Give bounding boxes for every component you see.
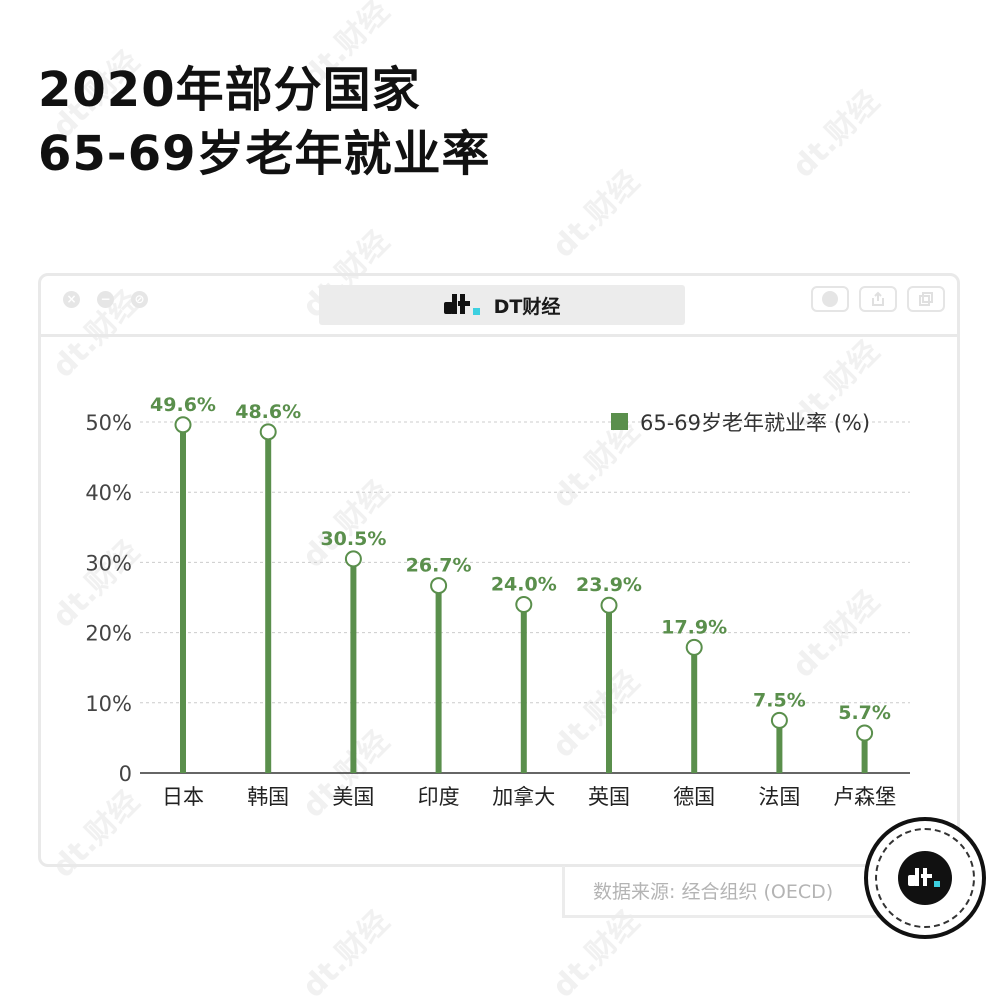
chart-area: 0 10% 20% 30% 40% 50% 49.6% 日本 48.6% 韩国 30.5% 美国 26…	[85, 394, 910, 809]
data-label: 5.7%	[838, 702, 891, 724]
bar-marker	[685, 638, 703, 656]
bar-marker	[600, 596, 618, 614]
data-label: 26.7%	[406, 555, 472, 577]
x-tick-label: 法国	[758, 785, 800, 809]
page-title: 2020年部分国家 65-69岁老年就业率	[38, 58, 491, 186]
bar-marker	[174, 416, 192, 434]
bar-marker	[770, 711, 788, 729]
bar-marker	[430, 577, 448, 595]
address-text: DT财经	[493, 295, 561, 318]
copy-icon[interactable]	[907, 286, 945, 312]
browser-window-frame: × − ⊘ DT财经	[38, 273, 960, 867]
legend-label: 65-69岁老年就业率 (%)	[640, 411, 870, 435]
x-tick-label: 加拿大	[492, 785, 555, 809]
data-label: 7.5%	[753, 689, 806, 711]
y-tick-label: 50%	[85, 411, 132, 435]
data-label: 30.5%	[320, 528, 386, 550]
window-titlebar: × − ⊘ DT财经	[41, 276, 957, 337]
axes: 0 10% 20% 30% 40% 50%	[85, 411, 910, 786]
close-icon[interactable]: ×	[63, 291, 80, 308]
source-note: 数据来源: 经合组织 (OECD)	[562, 866, 892, 918]
data-label: 49.6%	[150, 394, 216, 416]
legend-swatch	[611, 413, 628, 430]
dt-logo-icon	[443, 294, 482, 316]
y-tick-label: 20%	[85, 622, 132, 646]
minimize-icon[interactable]: −	[97, 291, 114, 308]
x-tick-label: 美国	[332, 785, 374, 809]
data-label: 24.0%	[491, 574, 557, 596]
address-bar[interactable]: DT财经	[319, 285, 685, 325]
record-icon[interactable]	[811, 286, 849, 312]
x-tick-label: 日本	[162, 785, 204, 809]
x-tick-label: 韩国	[247, 785, 289, 809]
bar-series: 49.6% 日本 48.6% 韩国 30.5% 美国 26.7% 印度 24.0% 加拿大 23.9…	[150, 394, 896, 809]
x-tick-label: 卢森堡	[833, 785, 896, 809]
data-label: 48.6%	[235, 401, 301, 423]
y-tick-label: 40%	[85, 481, 132, 505]
bar-marker	[344, 550, 362, 568]
y-tick-label: 30%	[85, 551, 132, 575]
bar-marker	[259, 423, 277, 441]
bar-marker	[515, 596, 533, 614]
y-tick-label: 0	[119, 762, 132, 786]
bar-marker	[856, 724, 874, 742]
x-tick-label: 英国	[588, 785, 630, 809]
x-tick-label: 德国	[673, 785, 715, 809]
data-label: 23.9%	[576, 574, 642, 596]
title-line-1: 2020年部分国家	[38, 62, 421, 118]
data-label: 17.9%	[661, 616, 727, 638]
maximize-icon[interactable]: ⊘	[131, 291, 148, 308]
dt-badge-icon	[864, 817, 986, 939]
title-line-2: 65-69岁老年就业率	[38, 126, 491, 182]
y-tick-label: 10%	[85, 692, 132, 716]
x-tick-label: 印度	[418, 785, 460, 809]
share-icon[interactable]	[859, 286, 897, 312]
legend: 65-69岁老年就业率 (%)	[611, 411, 870, 435]
